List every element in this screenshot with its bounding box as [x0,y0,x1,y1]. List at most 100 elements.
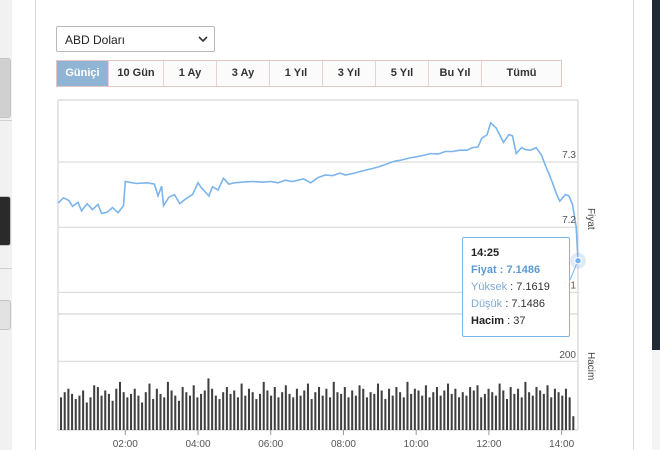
time-tick-label: 06:00 [258,439,283,450]
tab-3-years[interactable]: 3 Yıl [323,61,376,86]
volume-bar [288,393,291,430]
volume-bar [329,397,332,430]
volume-bar [314,392,317,430]
time-tick-label: 08:00 [331,439,356,450]
volume-bar [539,390,542,430]
price-line [57,121,579,261]
volume-bar [100,395,103,430]
price-tooltip: 14:25 Fiyat : 7.1486 Yüksek : 7.1619 Düş… [462,237,570,337]
volume-bar [557,392,560,430]
volume-bar [553,388,556,430]
side-divider [0,268,12,269]
volume-bar [266,390,269,430]
volume-bar [336,392,339,430]
volume-bar [461,392,464,430]
volume-bar [517,388,520,430]
volume-bar [270,395,273,430]
currency-select[interactable]: ABD Doları [56,26,215,52]
volume-bar [487,388,490,430]
volume-bar [340,393,343,430]
right-page-edge [652,0,660,350]
volume-bar [458,397,461,430]
volume-bar [428,397,431,430]
volume-bar [561,395,564,430]
volume-bar [358,385,361,430]
volume-bar [78,395,81,430]
volume-bar [476,385,479,430]
volume-bar [502,390,505,430]
volume-bar [295,388,298,430]
volume-bar [303,390,306,430]
volume-bar [244,395,247,430]
volume-bar [85,402,88,430]
volume-tick-label: 200 [559,350,576,361]
tab-this-year[interactable]: Bu Yıl [429,61,482,86]
volume-bar [126,397,129,430]
volume-bar [240,383,243,430]
volume-bar [82,390,85,430]
volume-bar [380,390,383,430]
tab-1-year[interactable]: 1 Yıl [270,61,323,86]
volume-bar [306,383,309,430]
time-tick-label: 14:00 [549,439,574,450]
volume-bar [155,388,158,430]
volume-bar [483,393,486,430]
tab-5-years[interactable]: 5 Yıl [376,61,429,86]
tab-all[interactable]: Tümü [482,61,561,86]
period-tabs: Güniçi 10 Gün 1 Ay 3 Ay 1 Yıl 3 Yıl 5 Yı… [56,60,562,87]
volume-bar [362,388,365,430]
volume-axis-label: Hacim [585,352,596,380]
volume-bar [177,400,180,430]
volume-bar [207,378,210,430]
tab-intraday[interactable]: Güniçi [57,61,109,86]
volume-bar [60,397,63,430]
volume-bar [148,383,151,430]
chevron-down-icon [198,36,208,43]
volume-bar [454,388,457,430]
price-tick-label: 7.3 [562,150,576,161]
volume-bar [222,392,225,430]
volume-bar [284,385,287,430]
volume-bar [546,385,549,430]
volume-bar [67,388,70,430]
tooltip-low-label: Düşük [471,298,503,310]
volume-bar [568,397,571,430]
side-thumbnail [0,300,11,330]
volume-bar [472,390,475,430]
volume-bar [520,397,523,430]
volume-bar [509,387,512,430]
volume-bar [550,397,553,430]
volume-bar [384,399,387,430]
volume-bar [181,387,184,430]
volume-bar [163,397,166,430]
side-divider [0,120,12,121]
volume-bar [310,399,313,430]
volume-bar [144,392,147,430]
volume-bar [531,395,534,430]
volume-bar [259,393,262,430]
volume-bar [133,388,136,430]
tab-3-months[interactable]: 3 Ay [217,61,270,86]
time-tick-label: 02:00 [113,439,138,450]
volume-bar [174,395,177,430]
time-tick-label: 04:00 [185,439,210,450]
volume-bar [402,397,405,430]
volume-bar [96,387,99,430]
volume-bar [443,390,446,430]
volume-bar [107,393,110,430]
volume-bar [491,392,494,430]
volume-bar [421,395,424,430]
volume-bar [192,385,195,430]
tab-1-month[interactable]: 1 Ay [164,61,217,86]
volume-bar [480,397,483,430]
volume-bar [494,395,497,430]
volume-bar [74,399,77,430]
tab-10-days[interactable]: 10 Gün [109,61,164,86]
volume-bar [292,397,295,430]
volume-bar [373,393,376,430]
time-tick-label: 12:00 [476,439,501,450]
volume-bar [354,395,357,430]
volume-bar [159,393,162,430]
volume-bar [170,390,173,430]
